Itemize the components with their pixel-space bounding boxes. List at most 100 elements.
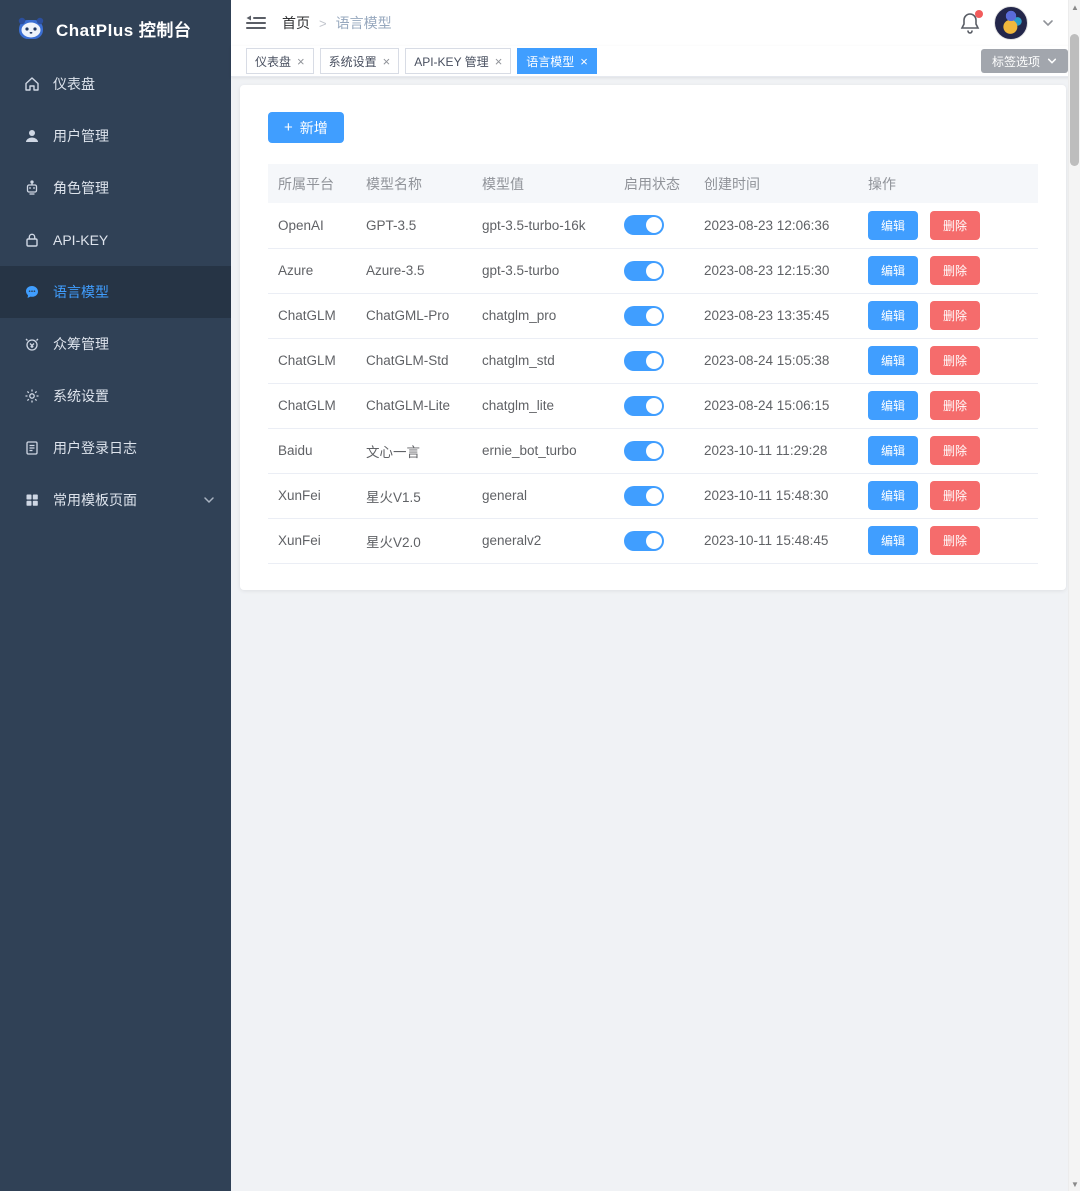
sidebar-item-settings[interactable]: 系统设置 <box>0 370 231 422</box>
tab-settings[interactable]: 系统设置 × <box>319 48 400 74</box>
sidebar-item-users[interactable]: 用户管理 <box>0 110 231 162</box>
enable-toggle[interactable] <box>624 305 664 326</box>
header-created-time: 创建时间 <box>694 164 858 203</box>
grid-icon <box>24 492 40 508</box>
tab-label: API-KEY 管理 <box>414 54 489 69</box>
scrollbar-thumb[interactable] <box>1070 34 1079 166</box>
chat-model-icon <box>24 284 40 300</box>
edit-button[interactable]: 编辑 <box>868 256 919 285</box>
enable-toggle[interactable] <box>624 215 664 236</box>
enable-toggle[interactable] <box>624 350 664 371</box>
scrollbar[interactable]: ▲ ▼ <box>1068 0 1080 1191</box>
toggle-knob <box>646 262 662 279</box>
close-tab-icon[interactable]: × <box>382 53 391 69</box>
breadcrumb-home[interactable]: 首页 <box>282 15 310 31</box>
cell-platform: XunFei <box>268 518 356 564</box>
delete-button[interactable]: 删除 <box>930 391 981 420</box>
enable-toggle[interactable] <box>624 440 664 461</box>
cell-model-name: 星火V2.0 <box>356 518 472 564</box>
cell-model-name: ChatGLM-Std <box>356 338 472 384</box>
enable-toggle[interactable] <box>624 260 664 281</box>
sidebar-item-api-key[interactable]: API-KEY <box>0 214 231 266</box>
delete-button[interactable]: 删除 <box>930 301 981 330</box>
cell-model-name: ChatGML-Pro <box>356 293 472 339</box>
tab-api-key[interactable]: API-KEY 管理 × <box>405 48 512 74</box>
edit-button[interactable]: 编辑 <box>868 436 919 465</box>
edit-button[interactable]: 编辑 <box>868 526 919 555</box>
cell-actions: 编辑 删除 <box>858 473 1038 519</box>
cell-enabled-status <box>614 518 694 564</box>
sidebar-item-label: 用户管理 <box>53 128 109 144</box>
breadcrumb: 首页 > 语言模型 <box>282 13 392 33</box>
tab-language-models[interactable]: 语言模型 × <box>517 48 597 74</box>
cell-created-time: 2023-10-11 15:48:30 <box>694 473 858 519</box>
close-tab-icon[interactable]: × <box>297 53 305 69</box>
cell-enabled-status <box>614 473 694 519</box>
tab-label: 语言模型 <box>526 54 575 69</box>
sidebar-item-label: 众筹管理 <box>53 336 109 352</box>
cell-model-name: GPT-3.5 <box>356 203 472 249</box>
edit-button[interactable]: 编辑 <box>868 210 919 240</box>
delete-button[interactable]: 删除 <box>930 210 981 240</box>
scroll-down-icon[interactable]: ▼ <box>1071 1179 1079 1189</box>
user-menu-chevron-down-icon[interactable] <box>1042 17 1054 29</box>
cell-model-name: Azure-3.5 <box>356 248 472 294</box>
close-tab-icon[interactable]: × <box>494 53 503 69</box>
cell-model-name: 文心一言 <box>356 428 472 474</box>
cell-actions: 编辑 删除 <box>858 293 1038 339</box>
edit-button[interactable]: 编辑 <box>868 481 919 510</box>
edit-button[interactable]: 编辑 <box>868 391 919 420</box>
tab-dashboard[interactable]: 仪表盘 × <box>246 48 314 74</box>
edit-button[interactable]: 编辑 <box>868 346 919 375</box>
delete-button[interactable]: 删除 <box>930 256 981 285</box>
cell-model-value: general <box>472 473 614 519</box>
table-row: OpenAI GPT-3.5 gpt-3.5-turbo-16k 2023-08-23… <box>268 203 1038 249</box>
sidebar-item-crowdfunding[interactable]: 众筹管理 <box>0 318 231 370</box>
enable-toggle[interactable] <box>624 395 664 416</box>
toggle-knob <box>646 487 662 504</box>
delete-button[interactable]: 删除 <box>930 481 981 510</box>
gear-icon <box>24 388 40 404</box>
open-tabs-bar: 仪表盘 × 系统设置 × API-KEY 管理 × 语言模型 × 标签选项 <box>231 46 1080 77</box>
enable-toggle[interactable] <box>624 485 664 506</box>
cell-platform: Azure <box>268 248 356 294</box>
delete-button[interactable]: 删除 <box>930 526 981 555</box>
plus-icon: + <box>284 119 293 136</box>
table-header-row: 所属平台 模型名称 模型值 启用状态 创建时间 操作 <box>268 164 1038 203</box>
cell-model-value: ernie_bot_turbo <box>472 428 614 474</box>
sidebar-item-label: 仪表盘 <box>53 76 95 92</box>
sidebar-item-templates[interactable]: 常用模板页面 <box>0 474 231 526</box>
edit-button[interactable]: 编辑 <box>868 301 919 330</box>
collapse-sidebar-icon[interactable] <box>246 15 266 31</box>
sidebar-item-label: API-KEY <box>53 232 109 248</box>
cell-created-time: 2023-08-23 12:06:36 <box>694 203 858 249</box>
user-avatar[interactable] <box>994 6 1028 40</box>
cell-actions: 编辑 删除 <box>858 383 1038 429</box>
robot-icon <box>24 180 40 196</box>
toggle-knob <box>646 352 662 369</box>
notification-bell-icon[interactable] <box>960 10 983 34</box>
cell-actions: 编辑 删除 <box>858 518 1038 564</box>
sidebar-item-login-logs[interactable]: 用户登录日志 <box>0 422 231 474</box>
sidebar-item-dashboard[interactable]: 仪表盘 <box>0 58 231 110</box>
header-model-name: 模型名称 <box>356 164 472 203</box>
tag-options-button[interactable]: 标签选项 <box>980 49 1068 73</box>
add-model-button[interactable]: + 新增 <box>268 112 344 143</box>
sidebar-item-label: 常用模板页面 <box>53 492 137 508</box>
delete-button[interactable]: 删除 <box>930 346 981 375</box>
user-icon <box>24 128 40 144</box>
scroll-up-icon[interactable]: ▲ <box>1071 2 1079 12</box>
alarm-coin-icon <box>24 336 40 352</box>
cell-model-value: chatglm_pro <box>472 293 614 339</box>
cell-enabled-status <box>614 338 694 384</box>
delete-button[interactable]: 删除 <box>930 436 981 465</box>
sidebar-nav: 仪表盘用户管理角色管理 API-KEY 语言模型众筹管理系统设置 用户登录日志常用模板… <box>0 56 231 526</box>
enable-toggle[interactable] <box>624 530 664 551</box>
sidebar-item-label: 角色管理 <box>53 180 109 196</box>
close-tab-icon[interactable]: × <box>580 53 588 69</box>
cell-enabled-status <box>614 248 694 294</box>
sidebar-item-language-models[interactable]: 语言模型 <box>0 266 231 318</box>
cell-created-time: 2023-10-11 15:48:45 <box>694 518 858 564</box>
sidebar-item-roles[interactable]: 角色管理 <box>0 162 231 214</box>
tabs-list: 仪表盘 × 系统设置 × API-KEY 管理 × 语言模型 × <box>246 48 603 74</box>
